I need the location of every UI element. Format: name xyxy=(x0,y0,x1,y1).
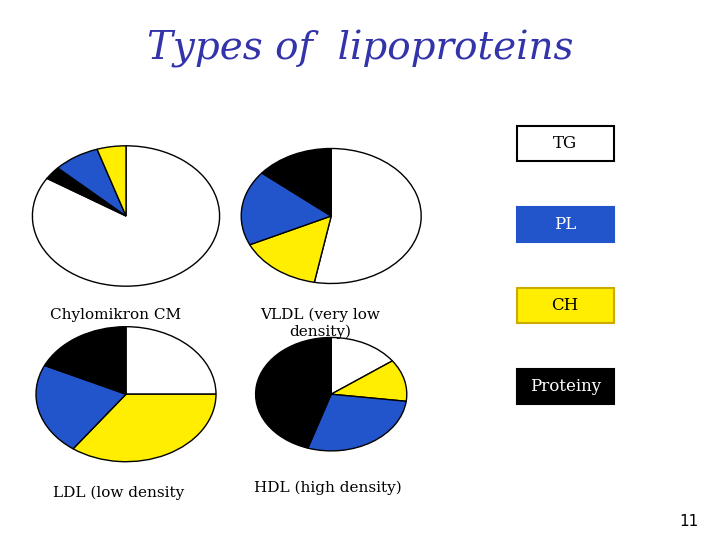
Text: Chylomikron CM: Chylomikron CM xyxy=(50,308,181,322)
Text: HDL (high density): HDL (high density) xyxy=(253,481,402,495)
Wedge shape xyxy=(331,338,392,394)
Text: TG: TG xyxy=(553,134,577,152)
Wedge shape xyxy=(97,146,126,216)
Wedge shape xyxy=(262,148,331,216)
Text: PL: PL xyxy=(554,215,576,233)
Wedge shape xyxy=(47,168,126,216)
Wedge shape xyxy=(36,366,126,449)
Wedge shape xyxy=(308,394,406,451)
Text: CH: CH xyxy=(552,296,579,314)
Wedge shape xyxy=(241,173,331,245)
Text: 11: 11 xyxy=(679,514,698,529)
Text: VLDL (very low
density): VLDL (very low density) xyxy=(261,308,380,339)
Wedge shape xyxy=(315,148,421,284)
Wedge shape xyxy=(250,216,331,282)
Wedge shape xyxy=(58,149,126,216)
Text: Proteiny: Proteiny xyxy=(530,377,600,395)
FancyBboxPatch shape xyxy=(517,369,614,404)
FancyBboxPatch shape xyxy=(517,125,614,160)
Wedge shape xyxy=(32,146,220,286)
Wedge shape xyxy=(256,338,331,448)
Wedge shape xyxy=(126,327,216,394)
FancyBboxPatch shape xyxy=(517,206,614,241)
Wedge shape xyxy=(73,394,216,462)
Wedge shape xyxy=(331,361,407,401)
Text: LDL (low density: LDL (low density xyxy=(53,486,184,501)
Text: Types of  lipoproteins: Types of lipoproteins xyxy=(147,30,573,68)
Wedge shape xyxy=(45,327,126,394)
FancyBboxPatch shape xyxy=(517,287,614,322)
